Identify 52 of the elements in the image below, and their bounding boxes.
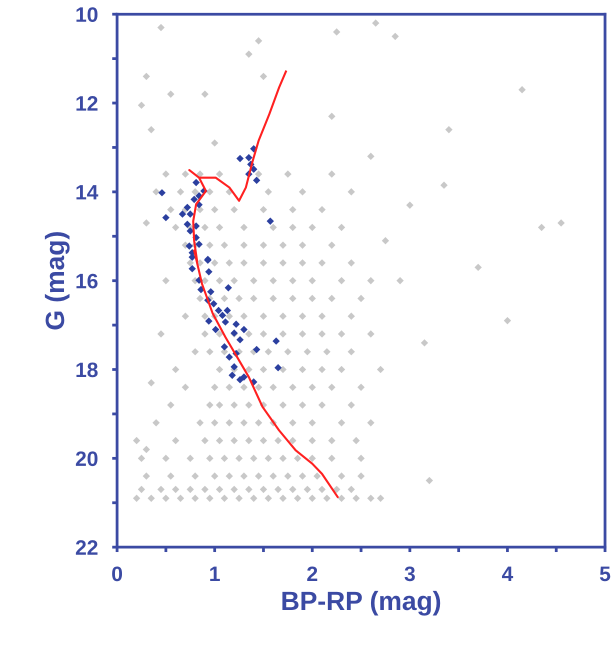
y-tick-label: 20 [76, 451, 98, 466]
point [236, 154, 244, 162]
point [184, 220, 192, 228]
y-tick-label: 14 [76, 185, 98, 200]
y-tick-label: 18 [76, 362, 98, 378]
point [220, 343, 228, 351]
point [224, 306, 232, 314]
point [240, 326, 248, 334]
y-tick-label: 16 [76, 274, 98, 288]
point [218, 312, 226, 320]
x-tick-label: 3 [404, 566, 415, 582]
y-tick-label: 12 [76, 96, 98, 111]
point [236, 376, 244, 384]
x-tick-label: 1 [210, 566, 220, 582]
point [272, 337, 280, 345]
point [212, 326, 220, 334]
point [190, 196, 198, 204]
x-tick-label: 2 [307, 566, 318, 582]
point [178, 210, 186, 218]
point [240, 373, 248, 381]
point [245, 154, 253, 162]
point [252, 176, 260, 184]
point [250, 166, 258, 173]
point [186, 210, 194, 218]
point [266, 218, 274, 225]
point [224, 284, 232, 292]
point [158, 189, 166, 196]
point [186, 242, 193, 250]
point [274, 364, 282, 372]
point [230, 363, 238, 371]
point [228, 372, 236, 379]
x-axis-title: BP-RP (mag) [282, 590, 440, 616]
point [195, 240, 203, 248]
y-tick-label: 22 [76, 540, 98, 555]
y-tick-label: 10 [76, 7, 98, 22]
point [226, 353, 233, 361]
point [192, 178, 200, 186]
point [162, 214, 170, 222]
point [210, 300, 218, 308]
point [214, 306, 222, 314]
point [236, 336, 244, 344]
point [232, 320, 240, 328]
y-axis-title: G (mag) [44, 232, 70, 330]
point [205, 268, 212, 276]
point [252, 346, 260, 354]
point [222, 318, 230, 326]
x-tick-label: 5 [600, 566, 610, 582]
x-tick-label: 0 [112, 566, 122, 582]
x-tick-label: 4 [502, 566, 514, 582]
point [207, 288, 214, 296]
point [188, 265, 196, 272]
point [205, 317, 212, 325]
